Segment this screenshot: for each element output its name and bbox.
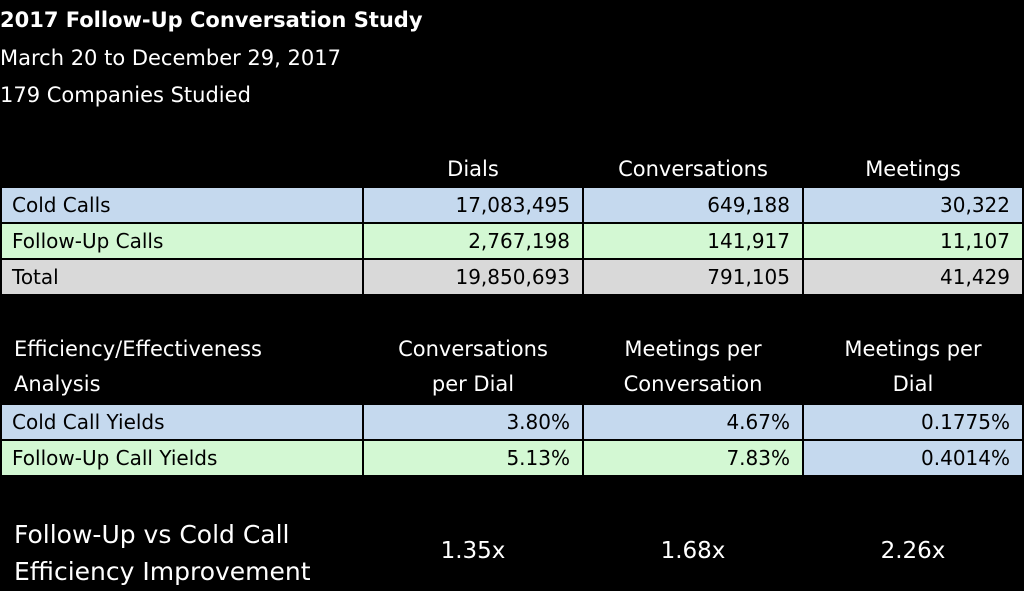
cell-cold-dials: 17,083,495 bbox=[364, 188, 582, 222]
chart-companies-studied: 179 Companies Studied bbox=[0, 83, 251, 107]
column-header-conversations-per-dial-line2: per Dial bbox=[431, 372, 515, 396]
row-label-follow-up-calls: Follow-Up Calls bbox=[2, 224, 362, 258]
improvement-label-line2: Efficiency Improvement bbox=[14, 557, 311, 586]
column-header-meetings-per-dial-line2: Dial bbox=[892, 372, 934, 396]
cell-cold-meetings: 30,322 bbox=[804, 188, 1022, 222]
yield-header-label-line1: Efficiency/Effectiveness bbox=[14, 337, 262, 361]
cell-cold-meet-per-dial: 0.1775% bbox=[804, 405, 1022, 439]
column-header-meetings-per-conversation-line1: Meetings per bbox=[624, 337, 762, 361]
cell-follow-conv-per-dial: 5.13% bbox=[364, 441, 582, 475]
cell-cold-conv-per-dial: 3.80% bbox=[364, 405, 582, 439]
cell-follow-dials: 2,767,198 bbox=[364, 224, 582, 258]
yield-header-label-line2: Analysis bbox=[14, 372, 101, 396]
cell-total-dials: 19,850,693 bbox=[364, 260, 582, 294]
column-header-meetings-per-dial-line1: Meetings per bbox=[844, 337, 982, 361]
cell-follow-meet-per-conv: 7.83% bbox=[584, 441, 802, 475]
cell-cold-meet-per-conv: 4.67% bbox=[584, 405, 802, 439]
cell-follow-meetings: 11,107 bbox=[804, 224, 1022, 258]
cell-follow-meet-per-dial: 0.4014% bbox=[804, 441, 1022, 475]
column-header-meetings-per-conversation-line2: Conversation bbox=[623, 372, 763, 396]
improvement-meet-per-dial: 2.26x bbox=[880, 538, 946, 564]
chart-title: 2017 Follow-Up Conversation Study bbox=[0, 8, 423, 32]
cell-total-conversations: 791,105 bbox=[584, 260, 802, 294]
row-label-follow-up-call-yields: Follow-Up Call Yields bbox=[2, 441, 362, 475]
column-header-conversations-per-dial-line1: Conversations bbox=[398, 337, 548, 361]
improvement-conv-per-dial: 1.35x bbox=[440, 538, 506, 564]
column-header-meetings: Meetings bbox=[865, 157, 961, 181]
column-header-dials: Dials bbox=[447, 157, 499, 181]
row-label-cold-call-yields: Cold Call Yields bbox=[2, 405, 362, 439]
cell-follow-conversations: 141,917 bbox=[584, 224, 802, 258]
row-label-total: Total bbox=[2, 260, 362, 294]
column-header-conversations: Conversations bbox=[618, 157, 768, 181]
improvement-meet-per-conv: 1.68x bbox=[660, 538, 726, 564]
chart-date-range: March 20 to December 29, 2017 bbox=[0, 46, 341, 70]
cell-total-meetings: 41,429 bbox=[804, 260, 1022, 294]
row-label-cold-calls: Cold Calls bbox=[2, 188, 362, 222]
improvement-label-line1: Follow-Up vs Cold Call bbox=[14, 520, 290, 549]
cell-cold-conversations: 649,188 bbox=[584, 188, 802, 222]
